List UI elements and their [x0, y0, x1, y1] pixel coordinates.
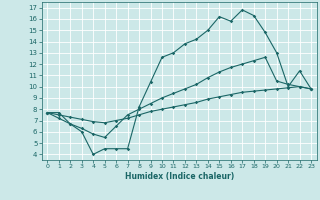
X-axis label: Humidex (Indice chaleur): Humidex (Indice chaleur) [124, 172, 234, 181]
